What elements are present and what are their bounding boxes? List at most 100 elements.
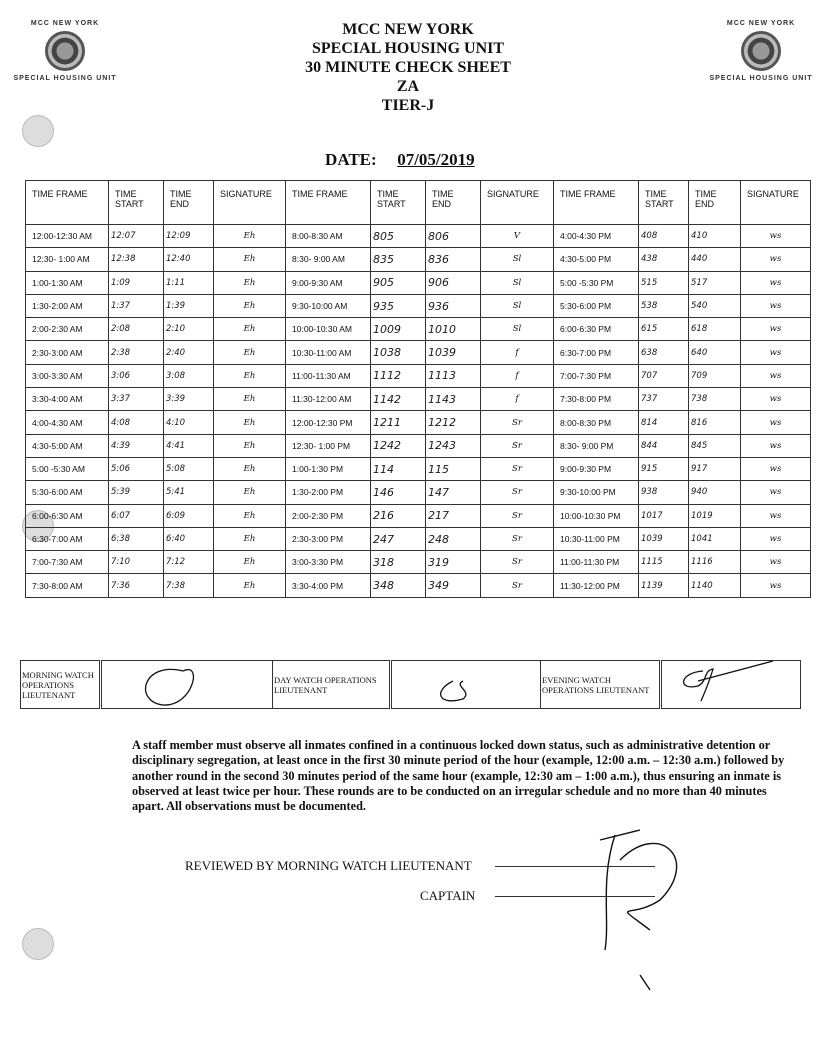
time-end-cell[interactable]: 5:08 — [163, 456, 214, 482]
time-start-cell[interactable]: 12:38 — [108, 247, 164, 272]
time-start-cell[interactable]: 805 — [370, 223, 426, 249]
signature-cell[interactable]: ws — [740, 433, 811, 458]
time-end-cell[interactable]: 940 — [688, 480, 741, 505]
signature-cell[interactable]: Eh — [213, 270, 286, 295]
time-start-cell[interactable]: 318 — [370, 550, 426, 575]
time-start-cell[interactable]: 737 — [638, 387, 689, 412]
time-start-cell[interactable]: 905 — [370, 270, 426, 295]
evening-watch-signature[interactable] — [659, 660, 801, 709]
time-start-cell[interactable]: 7:36 — [108, 573, 164, 598]
time-start-cell[interactable]: 247 — [370, 526, 426, 552]
time-start-cell[interactable]: 3:37 — [108, 387, 164, 412]
signature-cell[interactable]: Sr — [480, 456, 554, 482]
time-start-cell[interactable]: 915 — [638, 456, 689, 482]
time-end-cell[interactable]: 2:40 — [163, 340, 214, 365]
time-end-cell[interactable]: 7:38 — [163, 573, 214, 598]
time-start-cell[interactable]: 1038 — [370, 340, 426, 365]
time-end-cell[interactable]: 540 — [688, 293, 741, 319]
time-start-cell[interactable]: 1:09 — [108, 270, 164, 295]
signature-cell[interactable]: Eh — [213, 247, 286, 272]
signature-cell[interactable]: Sr — [480, 410, 554, 435]
time-end-cell[interactable]: 1116 — [688, 550, 741, 575]
time-end-cell[interactable]: 6:40 — [163, 526, 214, 552]
time-end-cell[interactable]: 1019 — [688, 503, 741, 528]
signature-cell[interactable]: f — [480, 363, 554, 389]
time-end-cell[interactable]: 147 — [425, 480, 481, 505]
signature-cell[interactable]: ws — [740, 317, 811, 342]
day-watch-signature[interactable] — [389, 660, 541, 709]
time-start-cell[interactable]: 814 — [638, 410, 689, 435]
time-start-cell[interactable]: 114 — [370, 456, 426, 482]
signature-cell[interactable]: ws — [740, 387, 811, 412]
signature-cell[interactable]: ws — [740, 223, 811, 249]
signature-cell[interactable]: Eh — [213, 526, 286, 552]
morning-watch-signature[interactable] — [99, 660, 273, 709]
signature-cell[interactable]: Eh — [213, 410, 286, 435]
time-start-cell[interactable]: 1039 — [638, 526, 689, 552]
time-end-cell[interactable]: 3:08 — [163, 363, 214, 389]
signature-cell[interactable]: Sr — [480, 550, 554, 575]
time-start-cell[interactable]: 2:08 — [108, 317, 164, 342]
time-end-cell[interactable]: 248 — [425, 526, 481, 552]
time-start-cell[interactable]: 707 — [638, 363, 689, 389]
time-end-cell[interactable]: 517 — [688, 270, 741, 295]
time-end-cell[interactable]: 4:10 — [163, 410, 214, 435]
time-end-cell[interactable]: 1010 — [425, 317, 481, 342]
time-end-cell[interactable]: 1041 — [688, 526, 741, 552]
signature-cell[interactable]: Sl — [480, 270, 554, 295]
time-start-cell[interactable]: 216 — [370, 503, 426, 528]
time-end-cell[interactable]: 319 — [425, 550, 481, 575]
signature-cell[interactable]: Eh — [213, 456, 286, 482]
signature-cell[interactable]: ws — [740, 340, 811, 365]
time-end-cell[interactable]: 3:39 — [163, 387, 214, 412]
signature-cell[interactable]: Sr — [480, 480, 554, 505]
signature-cell[interactable]: ws — [740, 410, 811, 435]
signature-cell[interactable]: V — [480, 223, 554, 249]
signature-cell[interactable]: ws — [740, 573, 811, 598]
time-end-cell[interactable]: 836 — [425, 247, 481, 272]
time-end-cell[interactable]: 816 — [688, 410, 741, 435]
signature-cell[interactable]: Eh — [213, 223, 286, 249]
time-end-cell[interactable]: 115 — [425, 456, 481, 482]
time-start-cell[interactable]: 1211 — [370, 410, 426, 435]
signature-cell[interactable]: Sr — [480, 503, 554, 528]
time-start-cell[interactable]: 1142 — [370, 387, 426, 412]
time-end-cell[interactable]: 12:40 — [163, 247, 214, 272]
signature-cell[interactable]: Eh — [213, 387, 286, 412]
time-start-cell[interactable]: 538 — [638, 293, 689, 319]
time-start-cell[interactable]: 1009 — [370, 317, 426, 342]
time-start-cell[interactable]: 438 — [638, 247, 689, 272]
signature-cell[interactable]: Eh — [213, 293, 286, 319]
time-end-cell[interactable]: 349 — [425, 573, 481, 598]
time-end-cell[interactable]: 1212 — [425, 410, 481, 435]
time-start-cell[interactable]: 615 — [638, 317, 689, 342]
time-start-cell[interactable]: 935 — [370, 293, 426, 319]
time-start-cell[interactable]: 12:07 — [108, 223, 164, 249]
reviewed-signature-line[interactable] — [495, 866, 655, 867]
signature-cell[interactable]: ws — [740, 270, 811, 295]
time-start-cell[interactable]: 1:37 — [108, 293, 164, 319]
time-end-cell[interactable]: 1039 — [425, 340, 481, 365]
time-end-cell[interactable]: 640 — [688, 340, 741, 365]
time-end-cell[interactable]: 917 — [688, 456, 741, 482]
time-start-cell[interactable]: 2:38 — [108, 340, 164, 365]
signature-cell[interactable]: f — [480, 387, 554, 412]
time-start-cell[interactable]: 5:06 — [108, 456, 164, 482]
time-start-cell[interactable]: 7:10 — [108, 550, 164, 575]
signature-cell[interactable]: Sl — [480, 293, 554, 319]
signature-cell[interactable]: Eh — [213, 480, 286, 505]
time-start-cell[interactable]: 5:39 — [108, 480, 164, 505]
time-start-cell[interactable]: 515 — [638, 270, 689, 295]
time-start-cell[interactable]: 835 — [370, 247, 426, 272]
signature-cell[interactable]: Eh — [213, 317, 286, 342]
signature-cell[interactable]: Sr — [480, 573, 554, 598]
time-end-cell[interactable]: 1143 — [425, 387, 481, 412]
time-end-cell[interactable]: 806 — [425, 223, 481, 249]
signature-cell[interactable]: ws — [740, 480, 811, 505]
time-end-cell[interactable]: 1140 — [688, 573, 741, 598]
time-end-cell[interactable]: 618 — [688, 317, 741, 342]
time-end-cell[interactable]: 1:39 — [163, 293, 214, 319]
signature-cell[interactable]: ws — [740, 503, 811, 528]
time-end-cell[interactable]: 738 — [688, 387, 741, 412]
signature-cell[interactable]: Eh — [213, 550, 286, 575]
